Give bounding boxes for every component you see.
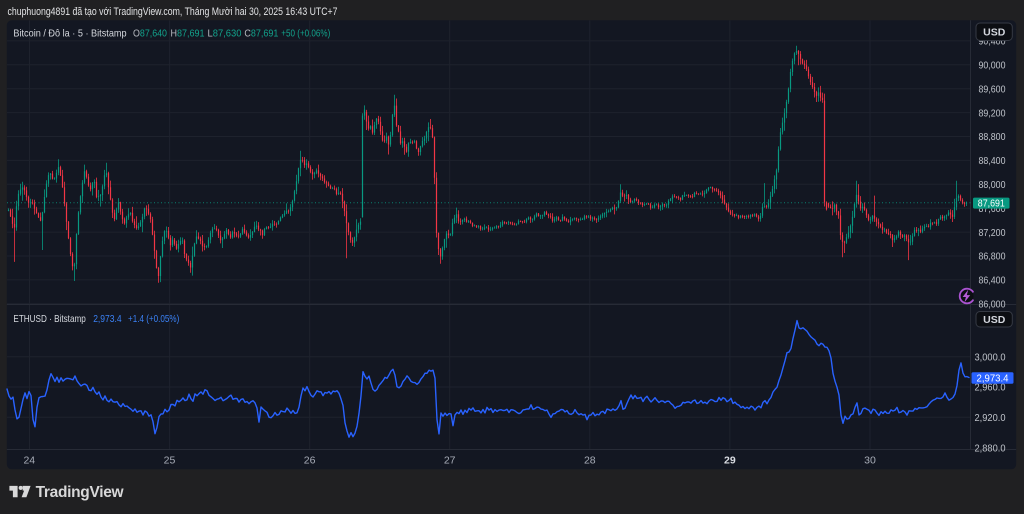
svg-text:29: 29 — [724, 454, 736, 466]
svg-text:C87,691: C87,691 — [244, 27, 278, 39]
svg-text:30: 30 — [864, 454, 876, 466]
svg-text:86,400: 86,400 — [979, 275, 1006, 287]
svg-text:+1.4 (+0.05%): +1.4 (+0.05%) — [128, 313, 179, 325]
svg-text:chuphuong4891 đã tạo với Tradi: chuphuong4891 đã tạo với TradingView.com… — [8, 6, 338, 18]
svg-text:2,960.0: 2,960.0 — [975, 382, 1006, 394]
svg-text:3,000.0: 3,000.0 — [975, 351, 1006, 363]
svg-text:86,000: 86,000 — [979, 299, 1006, 311]
svg-text:H87,691: H87,691 — [171, 27, 205, 39]
svg-text:88,800: 88,800 — [979, 131, 1006, 143]
svg-text:2,920.0: 2,920.0 — [975, 412, 1006, 424]
svg-text:89,200: 89,200 — [979, 107, 1006, 119]
svg-text:88,400: 88,400 — [979, 155, 1006, 167]
svg-text:86,800: 86,800 — [979, 251, 1006, 263]
svg-text:28: 28 — [584, 454, 596, 466]
svg-text:Bitcoin / Đô la · 5 · Bitstamp: Bitcoin / Đô la · 5 · Bitstamp — [13, 27, 126, 39]
svg-text:USD: USD — [983, 27, 1006, 39]
svg-text:90,000: 90,000 — [979, 60, 1006, 72]
svg-text:88,000: 88,000 — [979, 179, 1006, 191]
svg-text:24: 24 — [23, 454, 35, 466]
svg-text:ETHUSD · Bitstamp: ETHUSD · Bitstamp — [13, 313, 86, 325]
svg-text:L87,630: L87,630 — [208, 27, 242, 39]
svg-text:O87,640: O87,640 — [133, 27, 167, 39]
svg-text:87,200: 87,200 — [979, 227, 1006, 239]
svg-text:87,691: 87,691 — [978, 198, 1005, 210]
svg-text:26: 26 — [304, 454, 316, 466]
svg-text:27: 27 — [444, 454, 456, 466]
svg-text:+50 (+0.06%): +50 (+0.06%) — [281, 27, 330, 39]
svg-text:USD: USD — [983, 314, 1006, 326]
svg-text:2,973.4: 2,973.4 — [93, 313, 122, 325]
svg-text:TradingView: TradingView — [36, 484, 125, 501]
svg-text:89,600: 89,600 — [979, 83, 1006, 95]
svg-text:2,973.4: 2,973.4 — [977, 372, 1009, 384]
svg-text:25: 25 — [164, 454, 176, 466]
svg-text:2,880.0: 2,880.0 — [975, 442, 1006, 454]
